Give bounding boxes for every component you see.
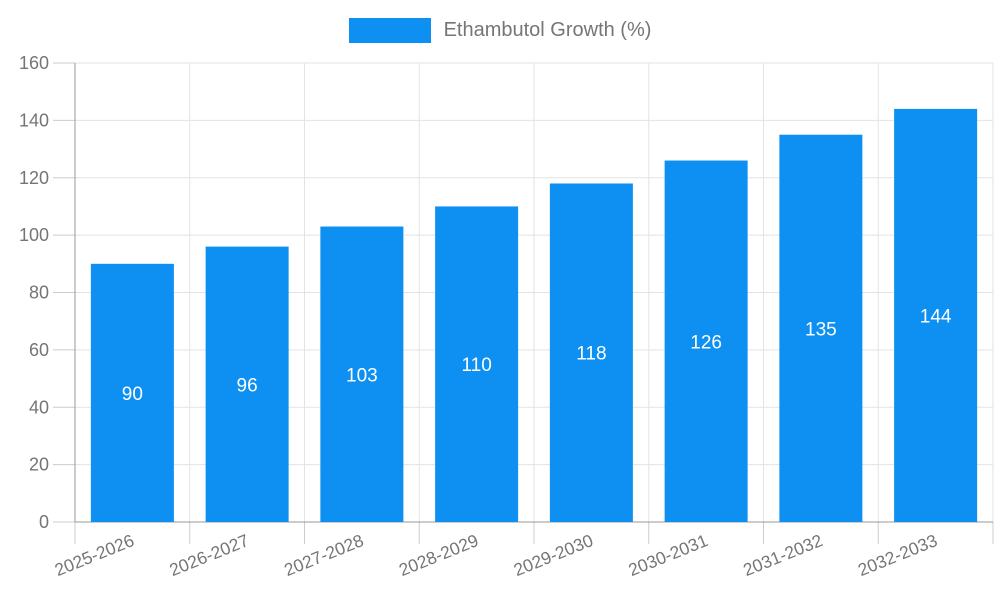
bar-value-label: 110 [461,355,491,376]
y-axis-tick-label: 80 [29,283,49,303]
bar-value-label: 90 [122,384,143,405]
bar-value-label: 126 [690,332,722,353]
bar-2032-2033[interactable] [894,108,978,523]
y-axis-tick-label: 40 [29,397,49,417]
x-axis-tick-label: 2030-2031 [626,530,711,580]
bar-value-label: 118 [576,344,606,365]
x-axis-tick-label: 2026-2027 [167,530,252,580]
bar-value-label: 103 [346,365,378,386]
legend-item[interactable]: Ethambutol Growth (%) [348,18,652,43]
bar-2031-2032[interactable] [779,134,863,522]
bar-2030-2031[interactable] [664,160,748,522]
y-axis-tick-label: 60 [29,340,49,360]
legend-label: Ethambutol Growth (%) [443,19,652,41]
y-axis-tick-label: 140 [19,110,49,130]
bar-2025-2026[interactable] [90,263,174,522]
x-axis-tick-label: 2029-2030 [511,530,596,580]
y-axis-tick-label: 100 [19,225,49,245]
legend: Ethambutol Growth (%) [0,18,1000,43]
x-axis-tick-label: 2031-2032 [740,530,825,580]
bar-value-label: 135 [805,319,837,340]
bar-2026-2027[interactable] [205,246,289,522]
bar-value-label: 96 [237,375,258,396]
x-axis-tick-label: 2027-2028 [281,530,366,580]
bar-2028-2029[interactable] [435,206,519,522]
bar-2027-2028[interactable] [320,226,404,523]
x-axis-tick-label: 2028-2029 [396,530,481,580]
y-axis-tick-label: 160 [19,53,49,73]
x-axis-tick-label: 2032-2033 [855,530,940,580]
y-axis-tick-label: 120 [19,168,49,188]
y-axis-tick-label: 20 [29,455,49,475]
bar-value-label: 144 [920,306,952,327]
bar-2029-2030[interactable] [549,183,633,523]
y-axis-tick-label: 0 [39,512,49,532]
legend-color-swatch [348,18,431,43]
x-axis-tick-label: 2025-2026 [52,530,137,580]
